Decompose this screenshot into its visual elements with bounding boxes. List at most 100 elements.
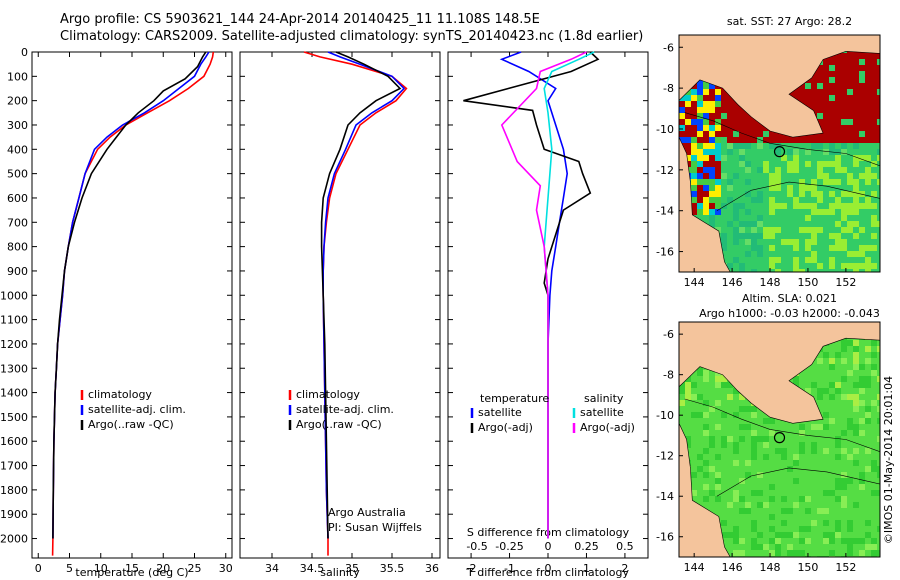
- sst-map-data-cell: [847, 113, 853, 119]
- sst-map-data-cell: [709, 185, 715, 191]
- sst-map-data-cell: [697, 209, 703, 215]
- sst-map-data-cell: [775, 143, 781, 149]
- sst-map-data-cell: [865, 137, 871, 143]
- temperature-xtick-label: 25: [188, 562, 202, 575]
- sla-map-land: [679, 322, 880, 424]
- sla-map-data-cell: [739, 478, 745, 484]
- sst-map-data-cell: [703, 185, 709, 191]
- sla-map-data-cell: [847, 370, 853, 376]
- temperature-ytick-label: 900: [7, 265, 28, 278]
- sst-map-data-cell: [727, 137, 733, 143]
- sst-map-data-cell: [859, 125, 865, 131]
- sst-map-data-cell: [835, 125, 841, 131]
- sla-map-data-cell: [859, 382, 865, 388]
- sst-map-data-cell: [799, 227, 805, 233]
- sla-map-data-cell: [835, 436, 841, 442]
- sst-map-data-cell: [805, 149, 811, 155]
- sst-map-data-cell: [871, 131, 877, 137]
- salinity-xtick-label: 34: [265, 562, 279, 575]
- sst-map-data-cell: [715, 191, 721, 197]
- sla-map-land-cape: [679, 423, 731, 557]
- sst-map-plot-area: [679, 35, 880, 272]
- sst-map-data-cell: [877, 155, 880, 161]
- sla-map-data-cell: [847, 478, 853, 484]
- sst-map-data-cell: [817, 95, 823, 101]
- sst-map-data-cell: [865, 119, 871, 125]
- temperature-xtick-label: 5: [66, 562, 73, 575]
- sla-map-data-cell: [733, 526, 739, 532]
- sst-map-data-cell: [757, 197, 763, 203]
- sst-map-data-cell: [715, 95, 721, 101]
- sla-map-title: Altim. SLA: 0.021: [742, 292, 837, 305]
- sst-map-data-cell: [703, 209, 709, 215]
- sst-map-data-cell: [685, 155, 691, 161]
- sla-map-data-cell: [679, 400, 685, 406]
- sla-map-data-cell: [721, 442, 727, 448]
- salinity-xtick-label: 35: [345, 562, 359, 575]
- sst-map-data-cell: [853, 251, 859, 257]
- sla-map-data-cell: [685, 436, 691, 442]
- sst-map-data-cell: [709, 125, 715, 131]
- salinity-legend-entry: climatology: [296, 388, 360, 401]
- sst-map-data-cell: [691, 137, 697, 143]
- sla-map-data-cell: [829, 358, 835, 364]
- sst-map-data-cell: [703, 131, 709, 137]
- sla-map-data-cell: [817, 358, 823, 364]
- sst-map-data-cell: [865, 77, 871, 83]
- sst-map-data-cell: [691, 101, 697, 107]
- sst-map-xtick-label: 152: [835, 276, 856, 289]
- sst-map-data-cell: [811, 257, 817, 263]
- sla-map-data-cell: [865, 466, 871, 472]
- sst-map-data-cell: [721, 95, 727, 101]
- sla-map-data-cell: [871, 352, 877, 358]
- sst-map-data-cell: [853, 89, 859, 95]
- sla-map-data-cell: [775, 544, 781, 550]
- salinity-xtick-label: 36: [425, 562, 439, 575]
- sst-map-data-cell: [853, 155, 859, 161]
- sla-map-data-cell: [751, 544, 757, 550]
- sla-map-data-cell: [763, 502, 769, 508]
- sst-map-data-cell: [871, 173, 877, 179]
- sla-map-data-cell: [841, 358, 847, 364]
- sst-map-data-cell: [745, 209, 751, 215]
- sst-map-data-cell: [679, 95, 685, 101]
- sst-map-data-cell: [787, 191, 793, 197]
- sst-map-data-cell: [691, 125, 697, 131]
- sla-map-data-cell: [829, 394, 835, 400]
- sst-map-data-cell: [679, 131, 685, 137]
- sla-map-data-cell: [715, 484, 721, 490]
- sla-map-data-cell: [877, 346, 880, 352]
- sst-map-data-cell: [811, 209, 817, 215]
- sst-map-data-cell: [811, 89, 817, 95]
- sst-map-data-cell: [853, 221, 859, 227]
- sla-map-data-cell: [733, 496, 739, 502]
- sst-map-data-cell: [805, 227, 811, 233]
- sst-map-data-cell: [805, 239, 811, 245]
- difference-legend-title: temperature: [480, 392, 549, 405]
- sst-map-data-cell: [739, 155, 745, 161]
- sst-map-data-cell: [865, 95, 871, 101]
- sst-map-data-cell: [697, 89, 703, 95]
- sla-map-data-cell: [733, 460, 739, 466]
- sla-map-data-cell: [859, 538, 865, 544]
- sst-map-data-cell: [697, 143, 703, 149]
- sst-map-data-cell: [871, 125, 877, 131]
- sst-map-data-cell: [697, 125, 703, 131]
- sla-map-data-cell: [775, 550, 781, 556]
- sst-map-data-cell: [739, 119, 745, 125]
- sst-map-data-cell: [727, 119, 733, 125]
- sst-map-data-cell: [805, 161, 811, 167]
- sla-map-data-cell: [775, 448, 781, 454]
- sst-map-data-cell: [817, 71, 823, 77]
- sla-map-data-cell: [817, 424, 823, 430]
- sst-map-data-cell: [751, 233, 757, 239]
- sst-map-data-cell: [829, 233, 835, 239]
- sst-map-data-cell: [823, 119, 829, 125]
- sst-map-data-cell: [823, 95, 829, 101]
- sst-map-data-cell: [709, 215, 715, 221]
- sst-map-data-cell: [733, 113, 739, 119]
- sst-map-data-cell: [751, 137, 757, 143]
- sst-map-data-cell: [841, 203, 847, 209]
- sla-map-data-cell: [763, 418, 769, 424]
- sst-map-data-cell: [811, 179, 817, 185]
